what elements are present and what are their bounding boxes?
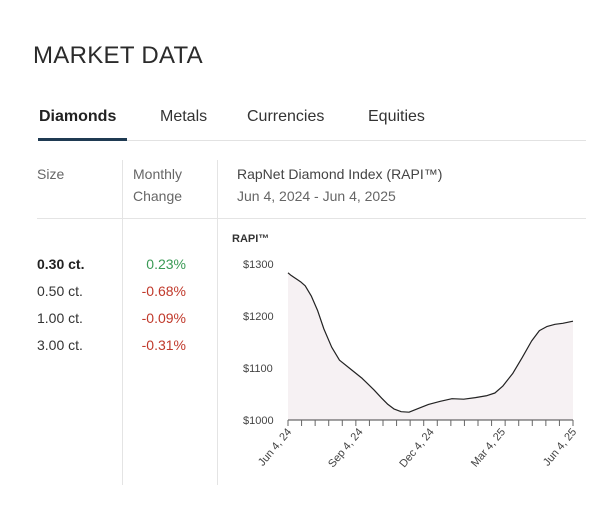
change-row-100: -0.09% (141, 310, 186, 326)
y-axis-label: RAPI™ (232, 233, 269, 245)
index-title: RapNet Diamond Index (RAPI™) (237, 166, 443, 182)
change-row-050: -0.68% (141, 283, 186, 299)
size-row-030[interactable]: 0.30 ct. (37, 256, 85, 272)
x-tick-label: Jun 4, 24 (256, 426, 294, 468)
active-tab-indicator (38, 138, 127, 141)
y-tick-label: $1100 (243, 363, 273, 375)
index-date-range: Jun 4, 2024 - Jun 4, 2025 (237, 188, 396, 204)
x-tick-label: Mar 4, 25 (469, 426, 508, 469)
tab-metals[interactable]: Metals (160, 108, 208, 125)
tabs-divider (38, 140, 586, 141)
column-divider-1 (122, 160, 123, 485)
size-row-050[interactable]: 0.50 ct. (37, 283, 83, 299)
tab-equities[interactable]: Equities (368, 108, 425, 125)
change-column-header-line2: Change (133, 188, 183, 204)
size-row-100[interactable]: 1.00 ct. (37, 310, 83, 326)
market-tabs: Diamonds Metals Currencies Equities (0, 108, 608, 144)
series-line (287, 272, 574, 413)
y-tick-label: $1200 (243, 311, 274, 323)
tab-diamonds[interactable]: Diamonds (39, 108, 117, 125)
change-row-300: -0.31% (141, 337, 186, 353)
page-title: MARKET DATA (33, 42, 203, 69)
change-row-030: 0.23% (146, 256, 186, 272)
x-tick-label: Dec 4, 24 (397, 426, 436, 470)
series-area (288, 272, 573, 420)
y-tick-label: $1300 (243, 259, 274, 271)
x-tick-label: Jun 4, 25 (541, 426, 579, 468)
size-column-header: Size (37, 166, 65, 182)
change-column-header-line1: Monthly (133, 166, 183, 182)
tab-currencies[interactable]: Currencies (247, 108, 325, 125)
x-tick-label: Sep 4, 24 (326, 426, 365, 470)
y-tick-label: $1000 (243, 415, 274, 427)
size-row-300[interactable]: 3.00 ct. (37, 337, 83, 353)
column-divider-2 (217, 160, 218, 485)
header-divider (37, 218, 586, 219)
